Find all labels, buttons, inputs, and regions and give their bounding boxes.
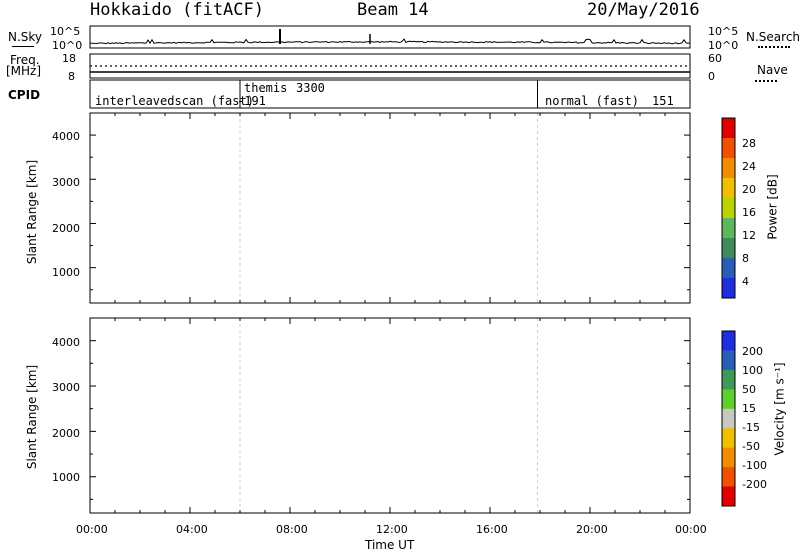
cpid-frame <box>89 79 691 109</box>
nsky-label: N.Sky <box>8 30 43 44</box>
power-cbar-tick-12: 12 <box>742 229 756 242</box>
power-cbar-tick-16: 16 <box>742 206 756 219</box>
velocity-ytick-4000: 4000 <box>52 336 80 349</box>
xtick-4: 16:00 <box>476 523 508 536</box>
freq-label-1: Freq. <box>10 53 40 67</box>
cpid-seg1-name: interleavedscan (fast) <box>95 94 254 108</box>
velocity-colorbar-segment <box>722 486 735 507</box>
station-title: Hokkaido (fitACF) <box>90 0 264 20</box>
velocity-colorbar-segment <box>722 331 735 351</box>
power-colorbar-segment <box>722 278 735 299</box>
nsearch-line <box>758 46 790 48</box>
velocity-panel-frame <box>89 317 691 514</box>
velocity-cbar-tick-200: 200 <box>742 345 763 358</box>
xtick-3: 12:00 <box>376 523 408 536</box>
power-ytick-1000: 1000 <box>52 266 80 279</box>
power-cbar-tick-4: 4 <box>742 275 749 288</box>
power-colorbar-segment <box>722 218 735 239</box>
power-colorbar-frame <box>721 117 736 299</box>
velocity-cbar-tick-15: 15 <box>742 402 756 415</box>
freq-tick-top: 18 <box>62 52 76 65</box>
cpid-label: CPID <box>8 88 41 102</box>
freq-label-2: [MHz] <box>6 64 42 78</box>
velocity-colorbar-segment <box>722 428 735 449</box>
power-ytick-3000: 3000 <box>52 176 80 189</box>
power-colorbar-segment <box>722 138 735 159</box>
noise-strip-frame <box>89 25 691 49</box>
power-colorbar-segment <box>722 258 735 279</box>
velocity-cbar-tick-m200: -200 <box>742 478 767 491</box>
xtick-2: 08:00 <box>276 523 308 536</box>
cpid-seg3-name: normal (fast) <box>545 94 639 108</box>
freq-tick-bottom: 8 <box>68 70 75 83</box>
xtick-1: 04:00 <box>176 523 208 536</box>
power-cbar-tick-8: 8 <box>742 252 749 265</box>
velocity-colorbar-segment <box>722 350 735 371</box>
nave-tick-top: 60 <box>708 52 722 65</box>
xtick-6: 00:00 <box>675 523 707 536</box>
velocity-cbar-tick-m100: -100 <box>742 459 767 472</box>
noise-tick-right-top: 10^5 <box>708 25 739 38</box>
velocity-colorbar-frame <box>721 330 736 507</box>
power-colorbar-segment <box>722 118 735 139</box>
power-cbar-tick-20: 20 <box>742 183 756 196</box>
power-colorbar-segment <box>722 158 735 179</box>
nsky-line-trace <box>90 38 691 45</box>
nave-line <box>755 80 777 82</box>
power-ytick-4000: 4000 <box>52 130 80 143</box>
velocity-cbar-tick-m50: -50 <box>742 440 760 453</box>
velocity-ytick-2000: 2000 <box>52 427 80 440</box>
velocity-cbar-tick-50: 50 <box>742 383 756 396</box>
velocity-cbar-tick-100: 100 <box>742 364 763 377</box>
power-colorbar-segment <box>722 238 735 259</box>
velocity-colorbar-segment <box>722 369 735 390</box>
nave-tick-bottom: 0 <box>708 70 715 83</box>
power-panel-frame <box>89 112 691 304</box>
power-cbar-tick-28: 28 <box>742 137 756 150</box>
cpid-seg2-id: 3300 <box>296 81 325 95</box>
nave-label: Nave <box>757 63 788 77</box>
velocity-ytick-1000: 1000 <box>52 471 80 484</box>
x-axis-label: Time UT <box>365 538 415 552</box>
date-title: 20/May/2016 <box>587 0 700 20</box>
velocity-colorbar-segment <box>722 467 735 488</box>
noise-tick-left-top: 10^5 <box>50 25 81 38</box>
velocity-cbar-tick-m15: -15 <box>742 421 760 434</box>
nsky-line <box>12 46 34 47</box>
xtick-0: 00:00 <box>76 523 108 536</box>
power-colorbar-segment <box>722 198 735 219</box>
velocity-colorbar-segment <box>722 447 735 468</box>
noise-tick-right-bottom: 10^0 <box>708 39 739 52</box>
beam-title: Beam 14 <box>357 0 429 20</box>
noise-tick-left-bottom: 10^0 <box>52 39 83 52</box>
power-ytick-2000: 2000 <box>52 222 80 235</box>
power-cbar-tick-24: 24 <box>742 160 756 173</box>
velocity-ytick-3000: 3000 <box>52 381 80 394</box>
velocity-colorbar-segment <box>722 408 735 429</box>
power-colorbar-segment <box>722 178 735 199</box>
xtick-5: 20:00 <box>576 523 608 536</box>
cpid-seg1-id: -191 <box>237 94 266 108</box>
velocity-colorbar-segment <box>722 389 735 410</box>
cpid-seg3-id: 151 <box>652 94 674 108</box>
nsearch-label: N.Search <box>746 30 800 44</box>
cpid-seg2-name: themis <box>244 81 288 95</box>
